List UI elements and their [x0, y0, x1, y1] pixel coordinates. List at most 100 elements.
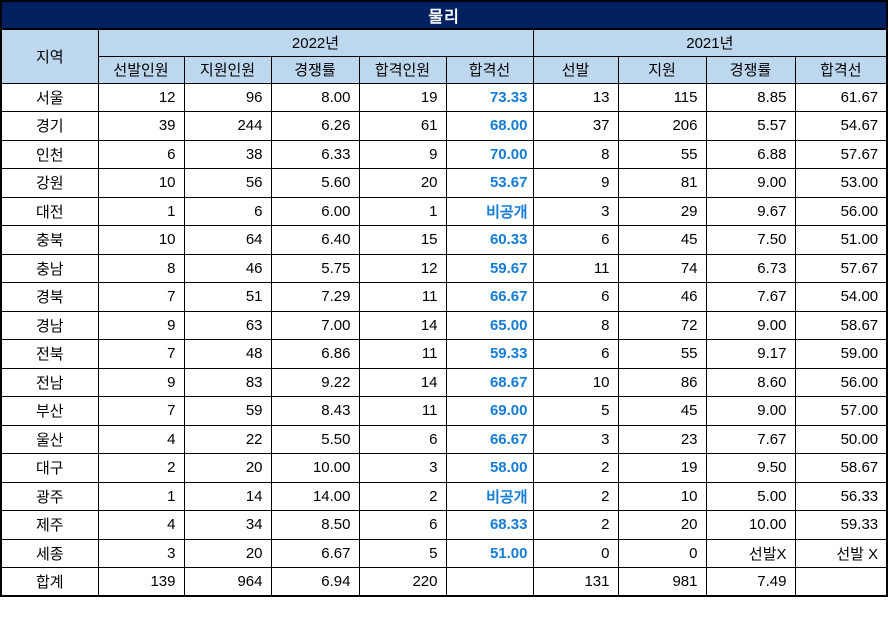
value-cell: 22: [183, 424, 272, 454]
value-cell: 8: [97, 253, 185, 283]
value-cell: 19: [617, 453, 707, 483]
value-cell: 131: [532, 567, 619, 597]
value-cell: 비공개: [445, 481, 534, 511]
table-body: 서울 12 96 8.00 19 73.33 13 115 8.85 61.67 경기 39 244 6.…: [0, 82, 888, 597]
value-cell: 6.33: [270, 139, 360, 169]
value-cell: 선발X: [705, 538, 796, 568]
value-cell: 14.00: [270, 481, 360, 511]
value-cell: 비공개: [445, 196, 534, 226]
value-cell: 981: [617, 567, 707, 597]
value-cell: 15: [358, 225, 447, 255]
value-cell: 8: [532, 310, 619, 340]
value-cell: 11: [358, 396, 447, 426]
value-cell: 70.00: [445, 139, 534, 169]
region-cell: 강원: [0, 168, 99, 198]
table-row: 대전 1 6 6.00 1 비공개 3 29 9.67 56.00: [0, 196, 888, 226]
value-cell: 60.33: [445, 225, 534, 255]
value-cell: 5.75: [270, 253, 360, 283]
value-cell: 57.67: [794, 139, 888, 169]
value-cell: 65.00: [445, 310, 534, 340]
value-cell: 56.00: [794, 367, 888, 397]
value-cell: 66.67: [445, 424, 534, 454]
title-row: 물리: [0, 0, 888, 30]
value-cell: 83: [183, 367, 272, 397]
value-cell: 6: [183, 196, 272, 226]
value-cell: 57.00: [794, 396, 888, 426]
value-cell: 3: [358, 453, 447, 483]
region-cell: 제주: [0, 510, 99, 540]
value-cell: 9: [532, 168, 619, 198]
column-header-2021-seonbal: 선발: [532, 55, 619, 84]
value-cell: 7: [97, 282, 185, 312]
value-cell: 7.67: [705, 282, 796, 312]
value-cell: 5.50: [270, 424, 360, 454]
value-cell: 10: [617, 481, 707, 511]
value-cell: 6.67: [270, 538, 360, 568]
table-title: 물리: [0, 0, 888, 30]
value-cell: 11: [358, 339, 447, 369]
year-header-row: 지역 2022년 2021년: [0, 28, 888, 84]
value-cell: 9: [97, 367, 185, 397]
value-cell: 50.00: [794, 424, 888, 454]
value-cell: 13: [532, 82, 619, 112]
value-cell: [445, 567, 534, 597]
value-cell: 7.67: [705, 424, 796, 454]
region-column-header: 지역: [0, 28, 99, 84]
value-cell: 57.67: [794, 253, 888, 283]
value-cell: 63: [183, 310, 272, 340]
value-cell: 6.73: [705, 253, 796, 283]
value-cell: 5: [532, 396, 619, 426]
value-cell: 59.33: [794, 510, 888, 540]
table-row: 부산 7 59 8.43 11 69.00 5 45 9.00 57.00: [0, 396, 888, 426]
value-cell: 10: [97, 225, 185, 255]
value-cell: 34: [183, 510, 272, 540]
value-cell: 96: [183, 82, 272, 112]
value-cell: 20: [358, 168, 447, 198]
value-cell: 139: [97, 567, 185, 597]
region-cell: 경기: [0, 111, 99, 141]
value-cell: 51.00: [445, 538, 534, 568]
value-cell: 9.17: [705, 339, 796, 369]
value-cell: 9.67: [705, 196, 796, 226]
column-header-2022-cutoff: 합격선: [445, 55, 534, 84]
region-cell: 인천: [0, 139, 99, 169]
table-row: 인천 6 38 6.33 9 70.00 8 55 6.88 57.67: [0, 139, 888, 169]
value-cell: 56.00: [794, 196, 888, 226]
value-cell: 69.00: [445, 396, 534, 426]
value-cell: 6.26: [270, 111, 360, 141]
value-cell: 6.94: [270, 567, 360, 597]
value-cell: 68.67: [445, 367, 534, 397]
value-cell: 0: [617, 538, 707, 568]
value-cell: 6: [358, 510, 447, 540]
region-cell: 전남: [0, 367, 99, 397]
value-cell: 1: [97, 196, 185, 226]
value-cell: 81: [617, 168, 707, 198]
value-cell: 53.00: [794, 168, 888, 198]
value-cell: 8: [532, 139, 619, 169]
table-row: 제주 4 34 8.50 6 68.33 2 20 10.00 59.33: [0, 510, 888, 540]
value-cell: 10: [97, 168, 185, 198]
table-row: 울산 4 22 5.50 6 66.67 3 23 7.67 50.00: [0, 424, 888, 454]
value-cell: 2: [532, 481, 619, 511]
value-cell: 7.49: [705, 567, 796, 597]
value-cell: 9.00: [705, 168, 796, 198]
value-cell: 74: [617, 253, 707, 283]
value-cell: 10.00: [270, 453, 360, 483]
column-header-row: 선발인원 지원인원 경쟁률 합격인원 합격선 선발 지원 경쟁률 합격선: [1, 55, 888, 84]
value-cell: 59.67: [445, 253, 534, 283]
value-cell: 3: [97, 538, 185, 568]
table-row: 합계 139 964 6.94 220 131 981 7.49: [0, 567, 888, 597]
value-cell: 46: [183, 253, 272, 283]
column-header-2022-pass-count: 합격인원: [358, 55, 447, 84]
value-cell: 8.50: [270, 510, 360, 540]
value-cell: 58.67: [794, 310, 888, 340]
table-row: 충북 10 64 6.40 15 60.33 6 45 7.50 51.00: [0, 225, 888, 255]
value-cell: 20: [183, 453, 272, 483]
value-cell: 66.67: [445, 282, 534, 312]
value-cell: 45: [617, 396, 707, 426]
table-row: 경남 9 63 7.00 14 65.00 8 72 9.00 58.67: [0, 310, 888, 340]
value-cell: 4: [97, 510, 185, 540]
region-cell: 부산: [0, 396, 99, 426]
physics-cutoff-table: 물리 지역 2022년 2021년 선발인원 지원인원 경쟁률 합격인원 합격선…: [0, 0, 888, 597]
